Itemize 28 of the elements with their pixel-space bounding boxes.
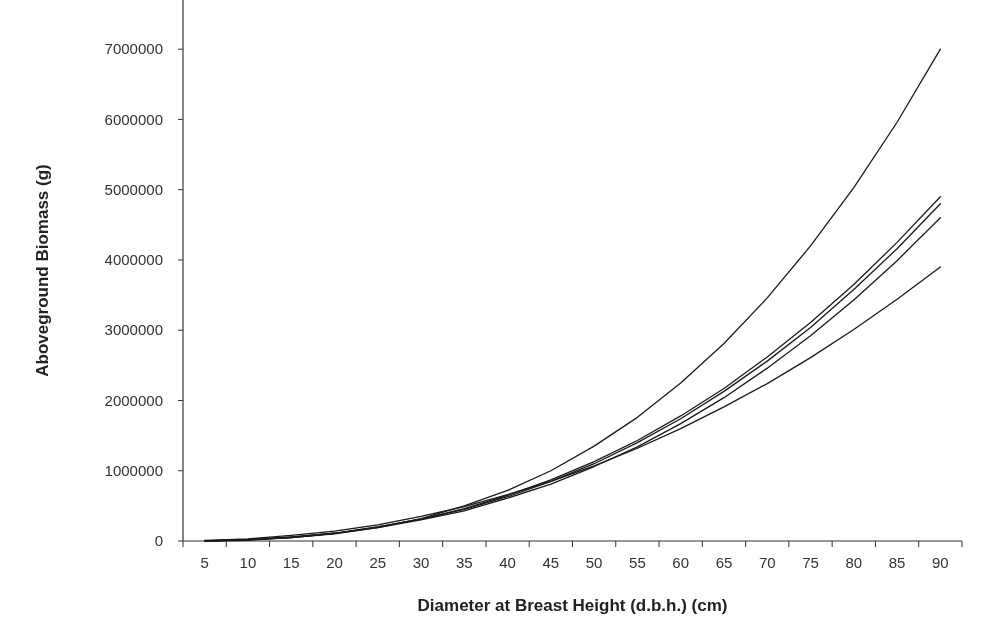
x-tick-label: 75 [802, 554, 819, 571]
y-tick-label: 2000000 [104, 391, 163, 409]
x-tick-label: 5 [200, 554, 209, 571]
x-tick-label: 85 [888, 554, 906, 571]
x-tick-label: 65 [715, 554, 733, 571]
y-tick-label: 5000000 [104, 180, 163, 198]
x-tick-label: 45 [542, 554, 560, 571]
y-tick-label: 0 [154, 532, 163, 550]
x-tick-label: 35 [455, 554, 473, 571]
y-tick-label: 4000000 [104, 251, 163, 269]
y-tick-label: 3000000 [104, 321, 163, 339]
x-tick-label: 40 [499, 554, 516, 571]
y-axis-title: Aboveground Biomass (g) [33, 164, 52, 377]
x-tick-label: 50 [585, 554, 603, 571]
x-tick-label: 60 [672, 554, 690, 571]
x-tick-label: 25 [369, 554, 387, 571]
y-tick-label: 6000000 [104, 110, 163, 128]
x-tick-label: 70 [758, 554, 776, 571]
x-tick-label: 30 [412, 554, 430, 571]
x-tick-label: 10 [239, 554, 257, 571]
y-tick-label: 1000000 [104, 461, 163, 479]
x-tick-label: 80 [845, 554, 863, 571]
x-axis-title: Diameter at Breast Height (d.b.h.) (cm) [417, 596, 728, 615]
x-tick-label: 20 [326, 554, 343, 571]
x-tick-label: 55 [629, 554, 646, 571]
y-tick-label: 7000000 [104, 40, 163, 58]
x-tick-label: 15 [282, 554, 300, 571]
x-tick-label: 90 [932, 554, 949, 571]
